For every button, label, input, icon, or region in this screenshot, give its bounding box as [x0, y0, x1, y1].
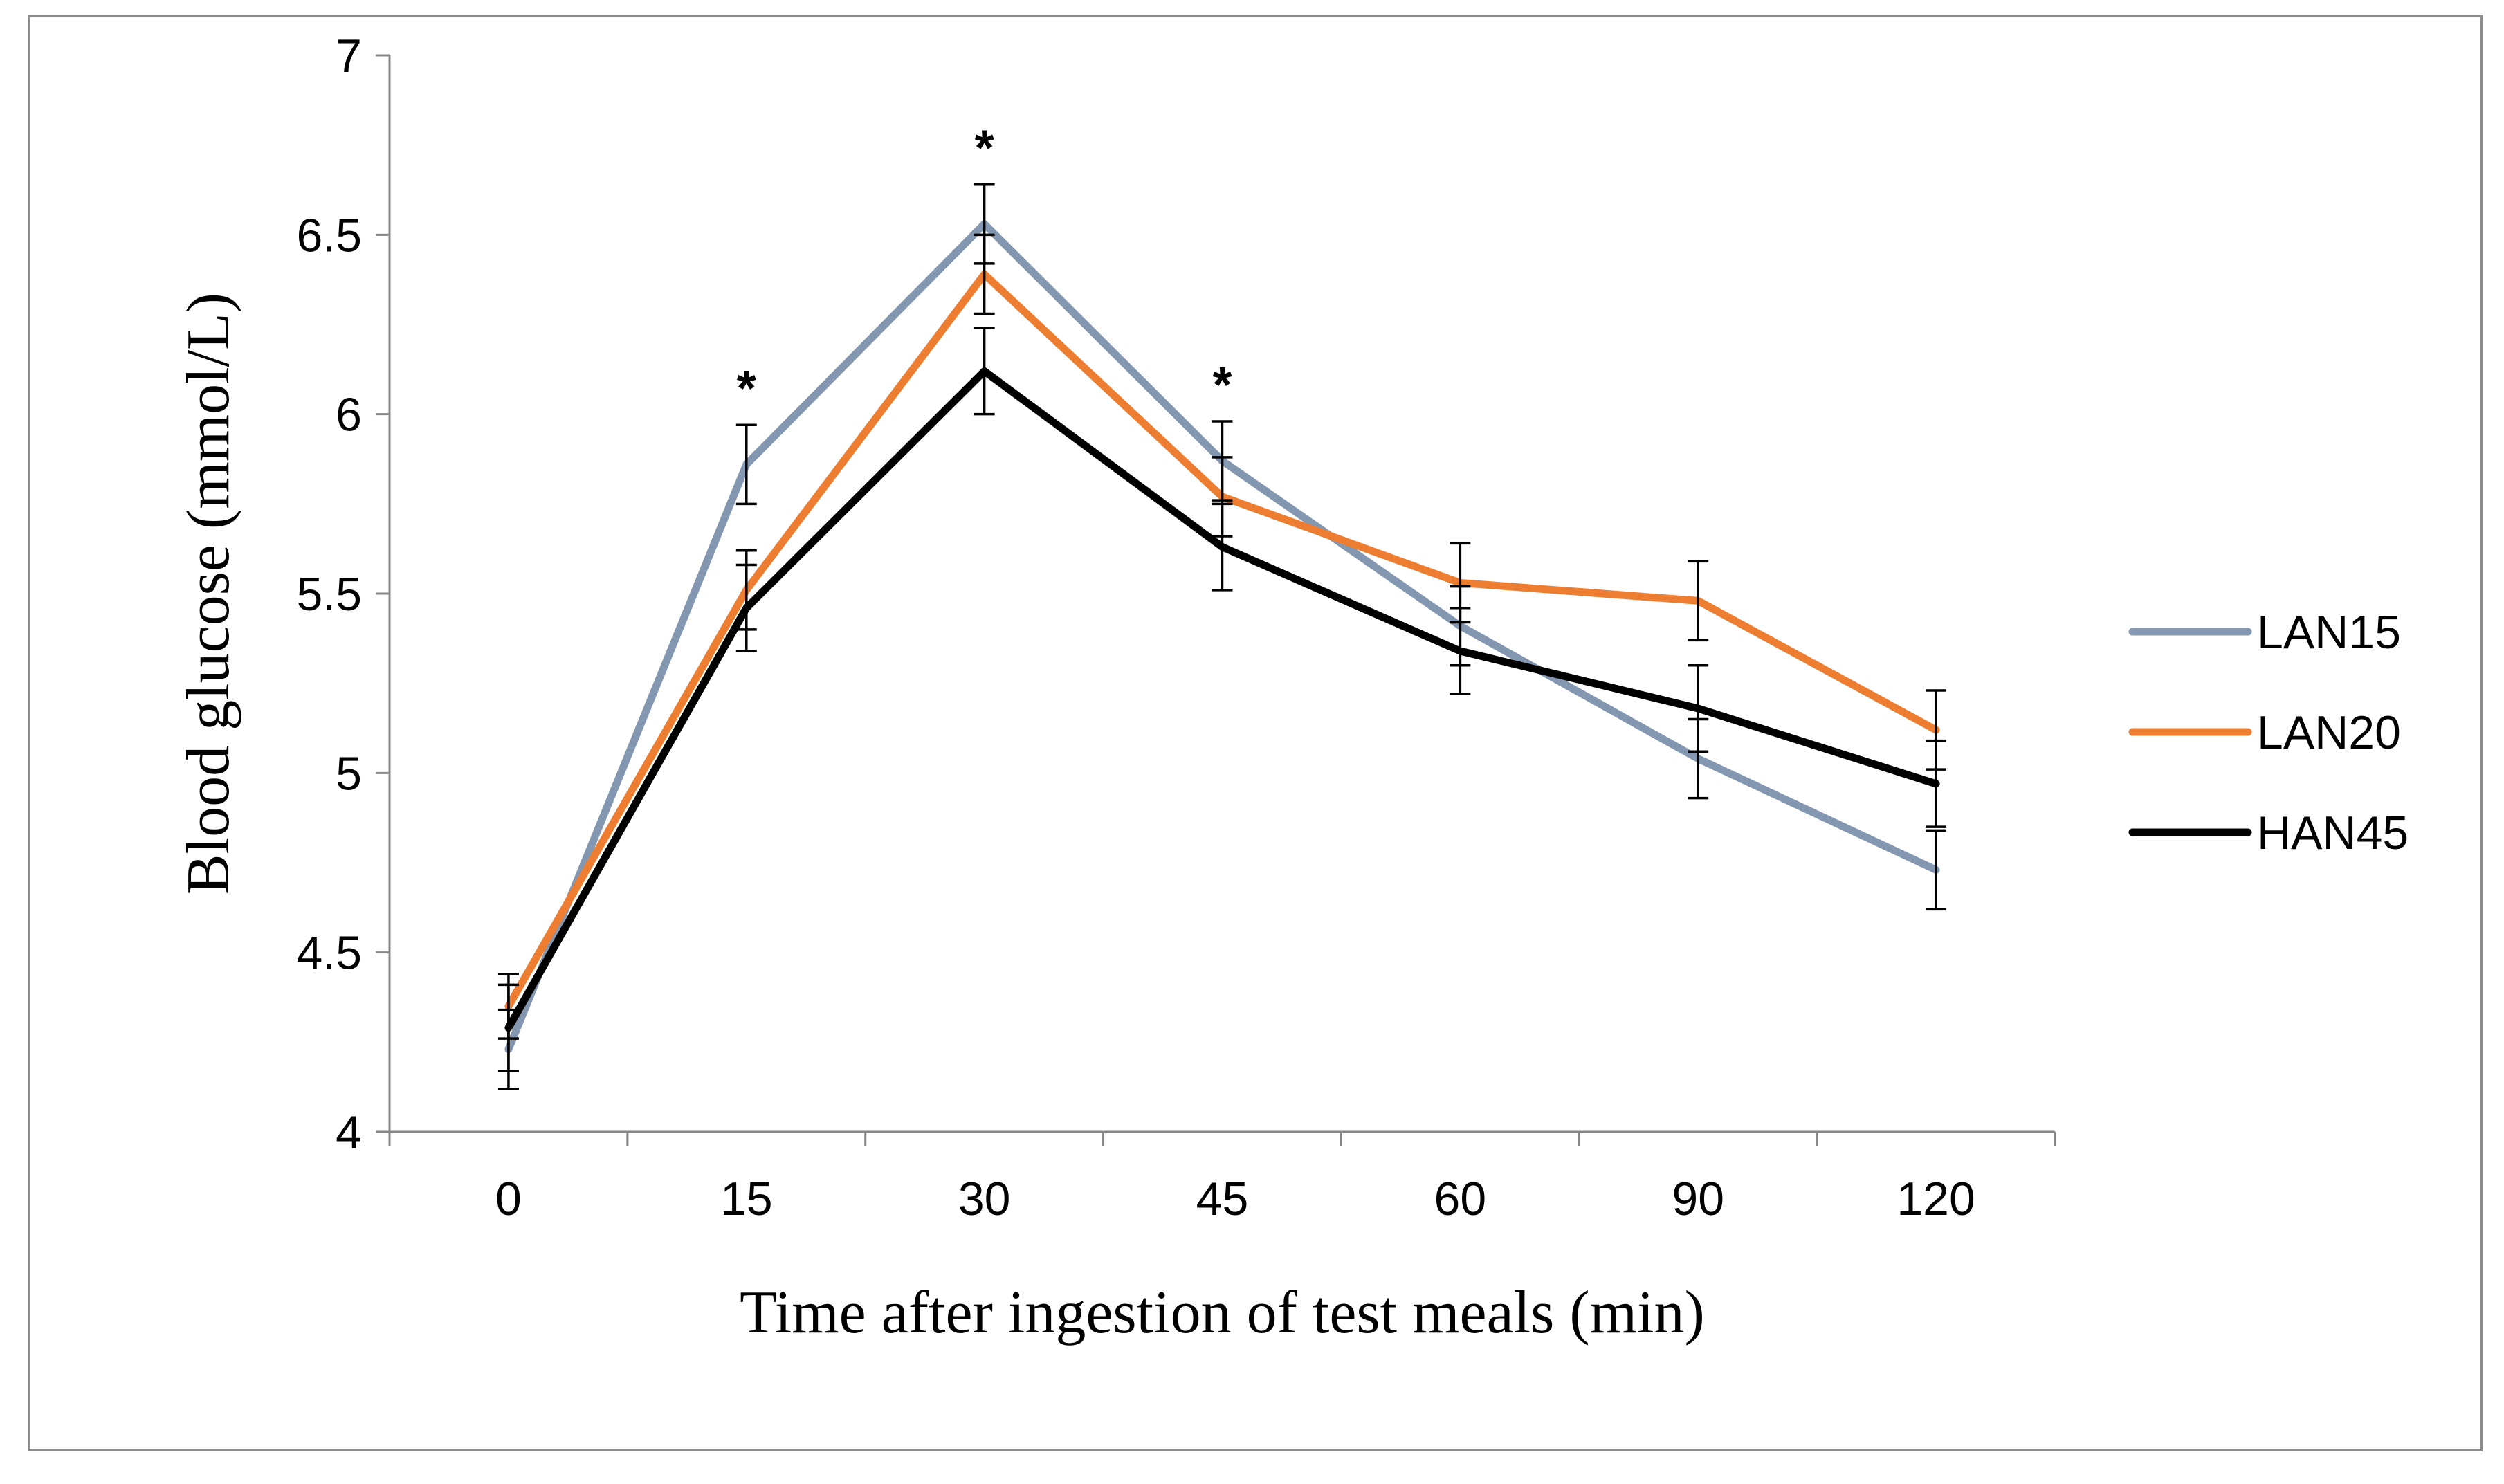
x-tick-label: 0	[495, 1173, 522, 1225]
axes	[388, 55, 2055, 1133]
error-bar-lan20	[974, 233, 995, 315]
legend-item-lan15: LAN15	[2128, 606, 2401, 659]
error-bar-han45	[735, 563, 757, 652]
error-bar-lan20	[1688, 560, 1709, 642]
y-tick-label: 5.5	[296, 568, 362, 621]
legend-label: HAN45	[2257, 807, 2409, 859]
x-axis-title: Time after ingestion of test meals (min)	[740, 1279, 1705, 1346]
x-tick-label: 120	[1897, 1173, 1975, 1225]
chart-frame	[28, 15, 2483, 1451]
x-tick-label: 30	[958, 1173, 1011, 1225]
y-tick-label: 7	[336, 30, 362, 82]
y-tick-label: 6.5	[296, 209, 362, 262]
legend-item-han45: HAN45	[2128, 807, 2409, 859]
error-bar-lan15	[1926, 829, 1947, 911]
error-bar-han45	[497, 983, 519, 1072]
significance-annotations: * * *	[737, 121, 1232, 417]
significance-marker: *	[1212, 358, 1232, 413]
x-axis-ticks: 0 15 30 45 60 90 120	[388, 1132, 2056, 1225]
x-tick-label: 90	[1672, 1173, 1724, 1225]
series-layer	[504, 220, 1940, 1054]
y-tick-label: 4	[336, 1106, 362, 1159]
y-tick-label: 5	[336, 747, 362, 800]
legend-item-lan20: LAN20	[2128, 706, 2401, 759]
error-bar-han45	[1450, 606, 1471, 695]
x-tick-label: 15	[720, 1173, 773, 1225]
legend: LAN15 LAN20 HAN45	[2128, 606, 2409, 859]
significance-marker: *	[737, 361, 756, 416]
x-tick-label: 60	[1434, 1173, 1487, 1225]
error-bar-han45	[1688, 663, 1709, 753]
y-axis-ticks: 4 4.5 5 5.5 6 6.5 7	[296, 30, 390, 1159]
y-tick-label: 6	[336, 389, 362, 441]
x-tick-label: 45	[1196, 1173, 1249, 1225]
error-bar-han45	[1926, 739, 1947, 828]
y-axis-title: Blood glucose (mmol/L)	[175, 293, 242, 895]
legend-label: LAN20	[2257, 706, 2401, 759]
legend-label: LAN15	[2257, 606, 2401, 659]
error-bar-han45	[1212, 502, 1233, 592]
significance-marker: *	[975, 121, 994, 176]
error-bar-han45	[974, 327, 995, 416]
y-tick-label: 4.5	[296, 927, 362, 980]
error-bar-lan15	[735, 423, 757, 506]
error-bars	[497, 183, 1947, 1090]
